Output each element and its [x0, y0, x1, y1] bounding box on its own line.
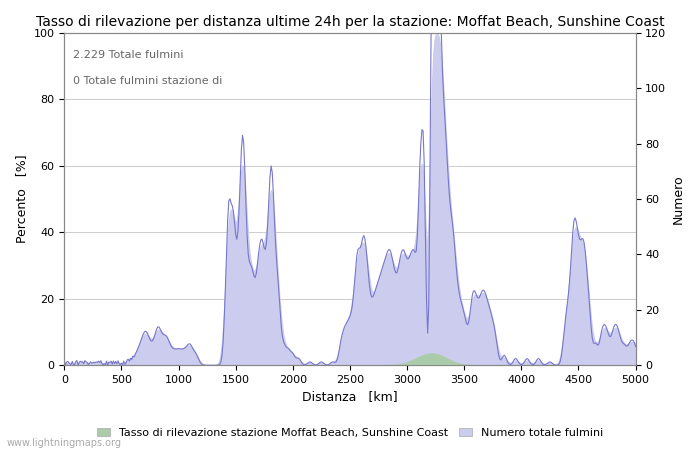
Y-axis label: Percento   [%]: Percento [%]	[15, 155, 28, 243]
Legend: Tasso di rilevazione stazione Moffat Beach, Sunshine Coast, Numero totale fulmin: Tasso di rilevazione stazione Moffat Bea…	[92, 423, 608, 442]
Text: 2.229 Totale fulmini: 2.229 Totale fulmini	[73, 50, 183, 59]
Text: www.lightningmaps.org: www.lightningmaps.org	[7, 438, 122, 448]
Text: 0 Totale fulmini stazione di: 0 Totale fulmini stazione di	[73, 76, 222, 86]
X-axis label: Distanza   [km]: Distanza [km]	[302, 391, 398, 404]
Title: Tasso di rilevazione per distanza ultime 24h per la stazione: Moffat Beach, Suns: Tasso di rilevazione per distanza ultime…	[36, 15, 664, 29]
Y-axis label: Numero: Numero	[672, 174, 685, 224]
